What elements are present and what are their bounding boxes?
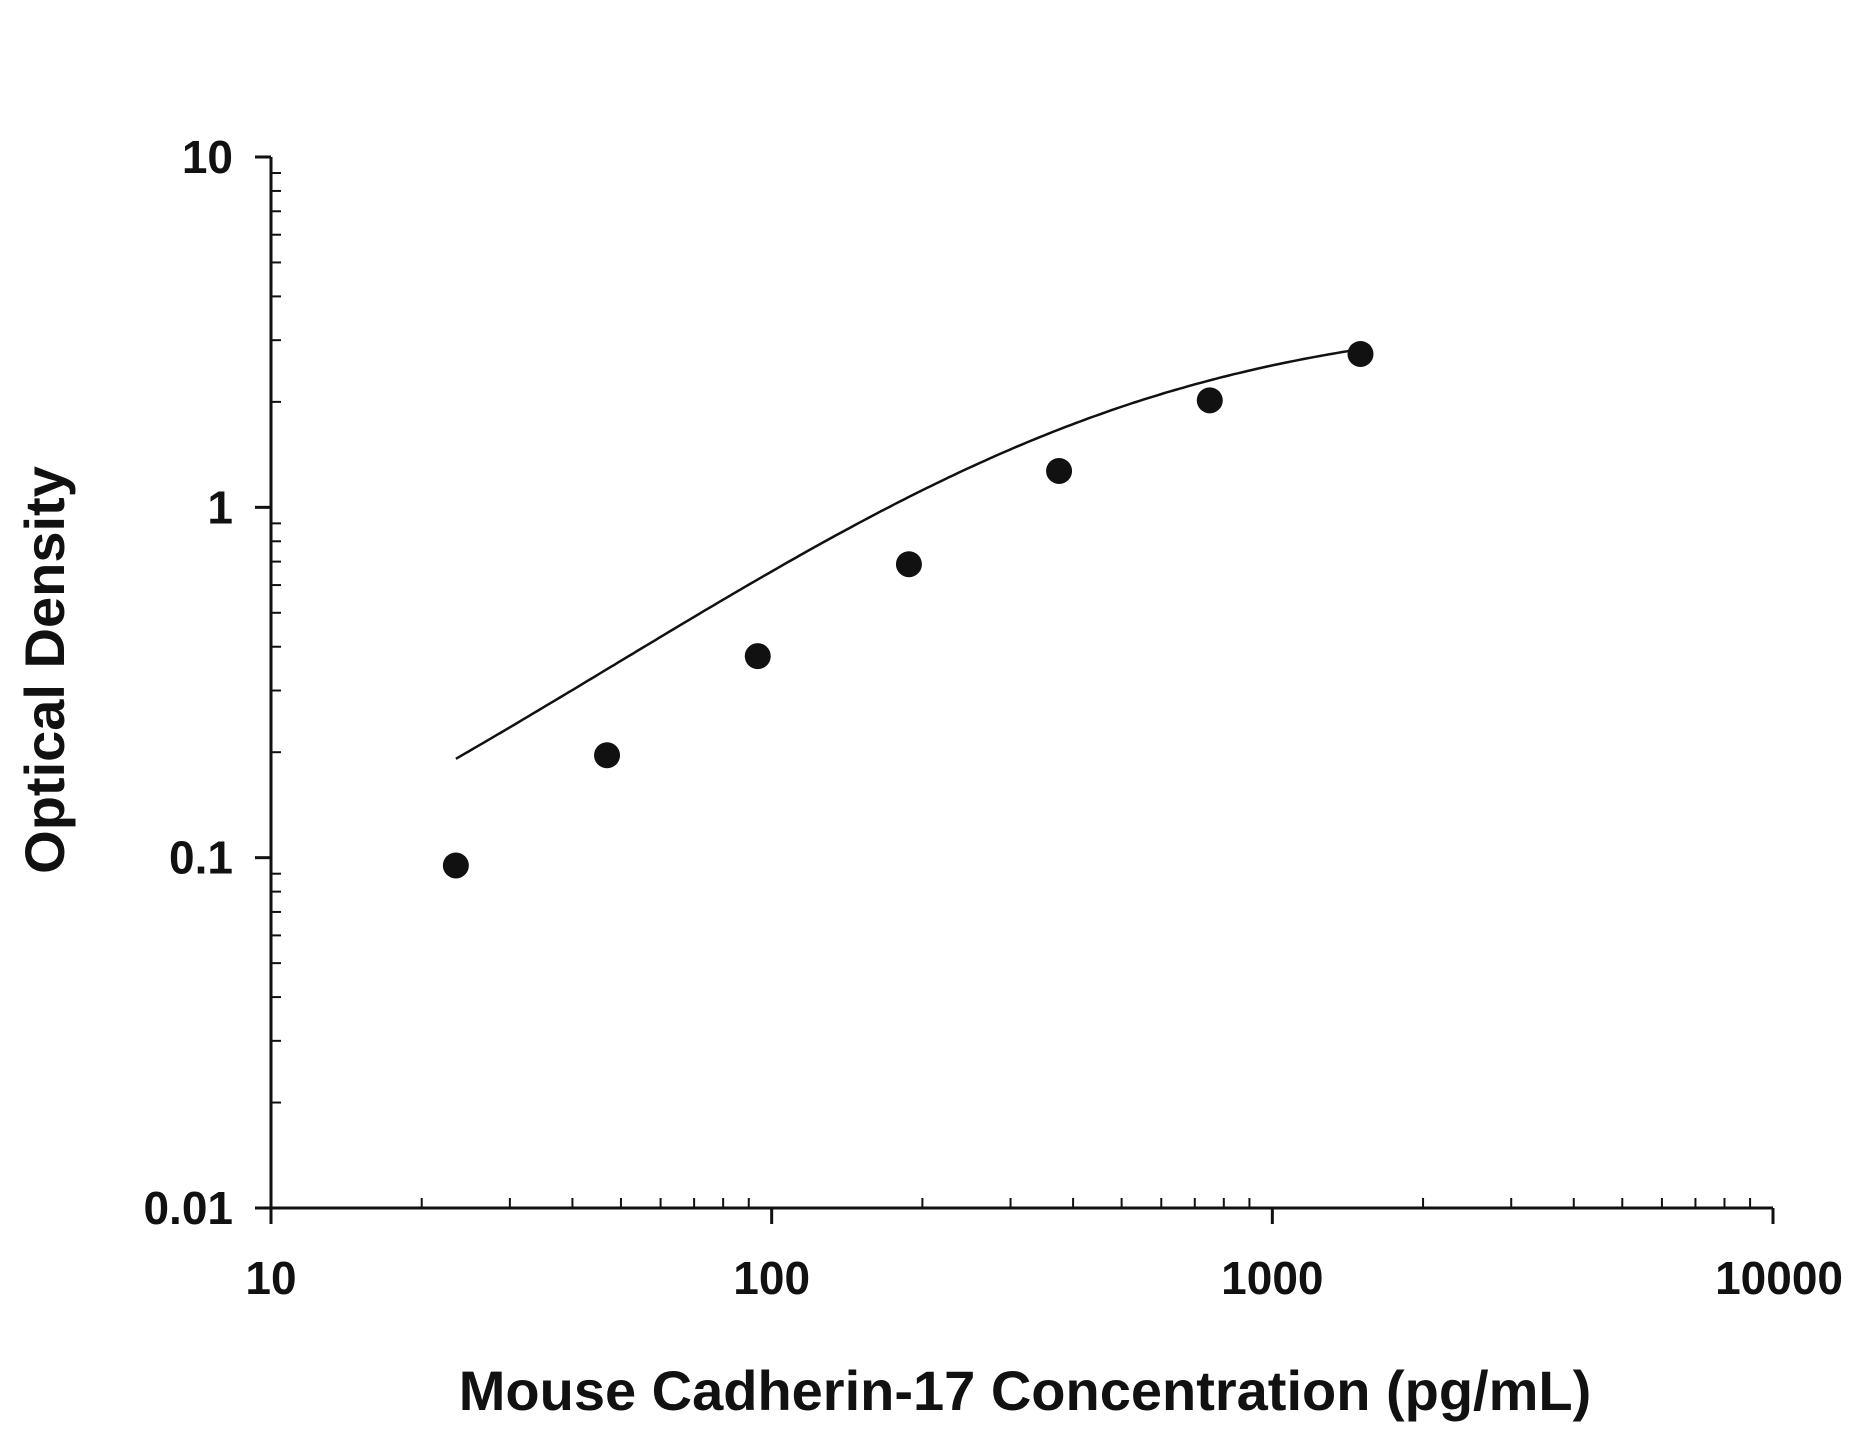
y-tick-label: 1 xyxy=(207,481,233,533)
data-point xyxy=(594,742,621,769)
tick-labels: 0.01 0.1 1 10 10 100 1000 10000 xyxy=(143,131,1843,1304)
y-axis-title: Optical Density xyxy=(13,466,76,874)
x-tick-label: 10 xyxy=(245,1252,296,1304)
x-tick-label: 1000 xyxy=(1221,1252,1323,1304)
x-tick-label: 100 xyxy=(733,1252,810,1304)
data-points xyxy=(442,340,1374,879)
data-point xyxy=(744,643,771,670)
data-point xyxy=(1347,340,1374,367)
data-point xyxy=(1046,457,1073,484)
data-point xyxy=(442,852,469,879)
y-tick-label: 0.01 xyxy=(143,1182,233,1234)
x-axis-title: Mouse Cadherin-17 Concentration (pg/mL) xyxy=(459,1359,1592,1422)
fit-curve xyxy=(455,347,1361,760)
axes xyxy=(269,157,1773,1210)
ticks xyxy=(255,155,1775,1224)
y-tick-label: 0.1 xyxy=(169,832,233,884)
data-point xyxy=(895,551,922,578)
x-tick-label: 10000 xyxy=(1715,1252,1843,1304)
y-tick-label: 10 xyxy=(182,131,233,183)
data-point xyxy=(1196,387,1223,414)
